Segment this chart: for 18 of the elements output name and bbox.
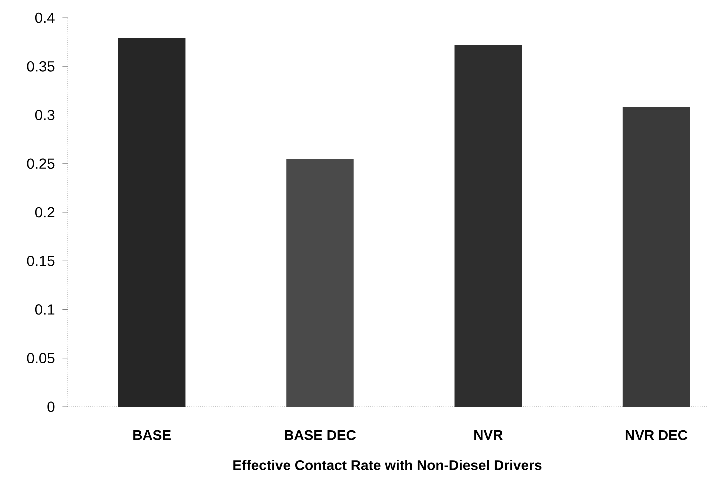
x-tick-label: BASE <box>134 430 171 440</box>
y-tick-label: 0.05 <box>27 353 55 364</box>
bar <box>118 38 186 407</box>
y-tick-label: 0.1 <box>35 304 55 315</box>
y-tick-label: 0.25 <box>27 158 55 170</box>
bar <box>286 159 354 407</box>
x-tick-label: NVR DEC <box>626 430 688 440</box>
y-tick-label: 0.35 <box>27 61 55 72</box>
bar <box>622 107 690 407</box>
y-tick-label: 0.4 <box>35 12 55 24</box>
bar <box>454 45 522 407</box>
x-tick-label: NVR <box>474 430 503 440</box>
y-tick-label: 0 <box>48 402 55 412</box>
y-tick-label: 0.3 <box>35 110 55 120</box>
x-axis-title: Effective Contact Rate with Non-Diesel Drivers <box>234 460 542 470</box>
y-tick-label: 0.15 <box>27 256 55 266</box>
y-tick-label: 0.2 <box>35 207 55 218</box>
x-tick-label: BASE DEC <box>285 430 356 440</box>
